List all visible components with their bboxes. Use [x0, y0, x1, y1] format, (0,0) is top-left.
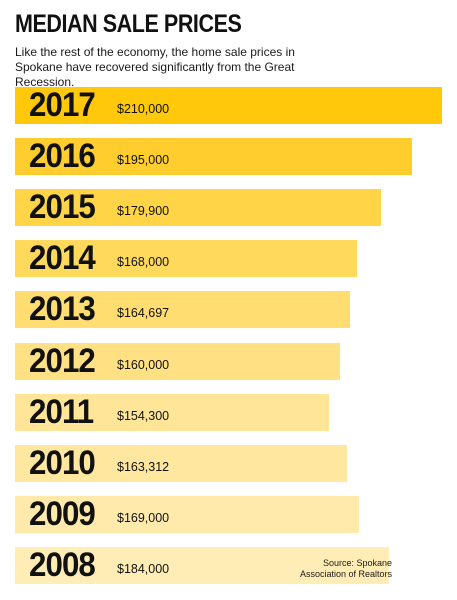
bar-2011: [15, 393, 329, 431]
bar-2017: [15, 87, 442, 124]
value-label-2013: $164,697: [117, 306, 170, 321]
value-label-2011: $154,300: [117, 408, 170, 423]
category-label-2012: 2012: [29, 341, 96, 380]
bar-2014: [15, 240, 357, 278]
bar-2012: [15, 342, 341, 380]
bar-2016: [15, 138, 412, 176]
value-label-2017: $210,000: [117, 102, 170, 116]
value-label-2012: $160,000: [117, 357, 170, 372]
value-label-2014: $168,000: [117, 255, 170, 270]
bar-2015: [15, 189, 381, 227]
value-label-2009: $169,000: [117, 510, 170, 525]
value-label-2010: $163,312: [117, 459, 170, 474]
category-label-2010: 2010: [29, 443, 96, 482]
bar-2009: [15, 495, 359, 533]
category-label-2014: 2014: [29, 239, 96, 278]
source-note: Source: Spokane Association of Realtors: [299, 558, 392, 579]
bar-2013: [15, 291, 350, 329]
category-label-2008: 2008: [29, 545, 96, 584]
chart-subtitle: Like the rest of the economy, the home s…: [15, 45, 295, 89]
value-label-2008: $184,000: [117, 561, 170, 576]
category-label-2016: 2016: [29, 137, 96, 176]
chart-title: MEDIAN SALE PRICES: [15, 10, 242, 38]
bar-2010: [15, 444, 348, 482]
value-label-2016: $195,000: [117, 153, 170, 168]
value-label-2015: $179,900: [117, 204, 170, 219]
category-label-2017: 2017: [29, 86, 96, 124]
category-label-2009: 2009: [29, 494, 96, 533]
bar-2008: [15, 546, 390, 584]
category-label-2015: 2015: [29, 188, 96, 227]
category-label-2013: 2013: [29, 290, 96, 329]
category-label-2011: 2011: [29, 392, 94, 431]
